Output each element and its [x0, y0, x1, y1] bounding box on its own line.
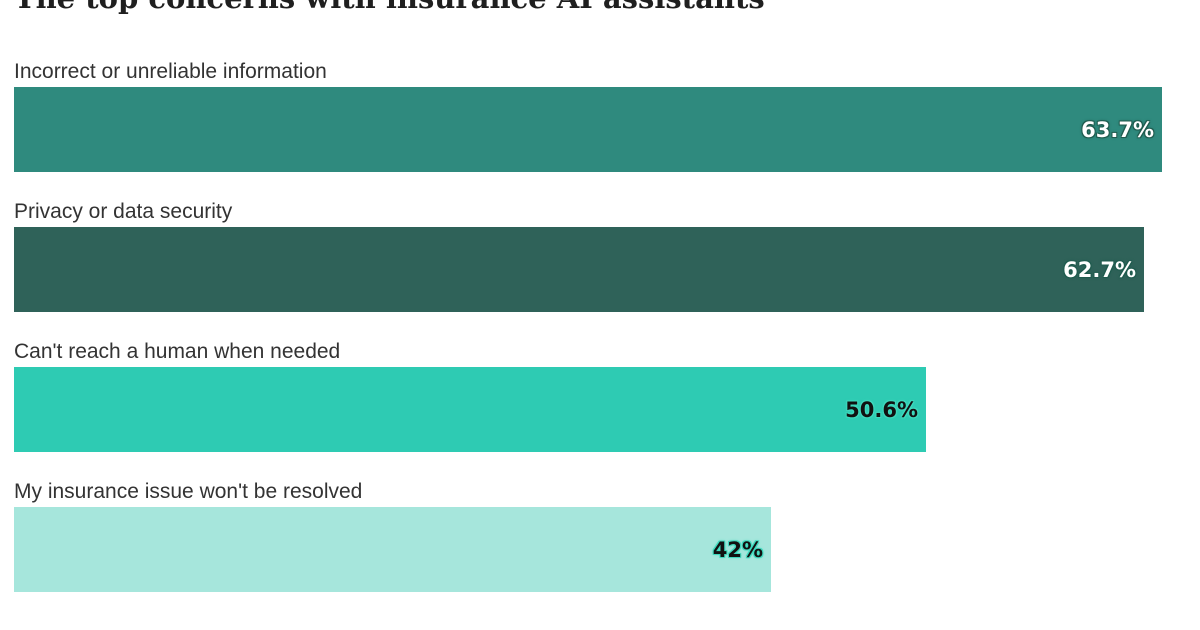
chart-title: The top concerns with insurance AI assis… [14, 0, 765, 18]
bar: 50.6% [14, 367, 926, 452]
value-label: 63.7% [1081, 117, 1154, 142]
value-label: 42% [712, 537, 763, 562]
bar: 62.7% [14, 227, 1144, 312]
bar: 63.7% [14, 87, 1162, 172]
value-label: 50.6% [845, 397, 918, 422]
value-label: 62.7% [1063, 257, 1136, 282]
category-label: My insurance issue won't be resolved [14, 480, 363, 503]
bar: 42% [14, 507, 771, 592]
category-label: Can't reach a human when needed [14, 340, 341, 363]
category-label: Incorrect or unreliable information [14, 60, 327, 83]
category-label: Privacy or data security [14, 200, 233, 223]
